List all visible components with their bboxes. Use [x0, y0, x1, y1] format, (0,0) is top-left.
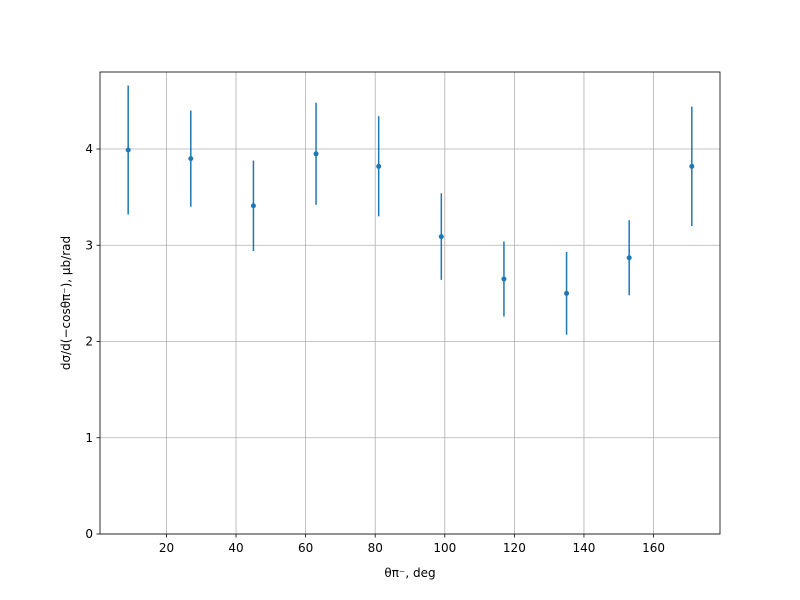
x-tick-label: 100 [433, 541, 456, 555]
x-tick-label: 120 [503, 541, 526, 555]
data-point [188, 156, 194, 162]
x-axis-label: θπ⁻, deg [384, 566, 435, 580]
plot-frame [99, 71, 721, 535]
y-tick-label: 2 [85, 335, 93, 349]
x-tick-label: 20 [159, 541, 174, 555]
y-tick-label: 3 [85, 238, 93, 252]
data-point [250, 203, 256, 209]
x-tick-label: 60 [298, 541, 313, 555]
data-point [376, 163, 382, 169]
y-axis-label: dσ/d(−cosθπ⁻), μb/rad [59, 236, 73, 370]
y-tick-label: 1 [85, 431, 93, 445]
data-point [313, 151, 319, 157]
y-tick-label: 4 [85, 142, 93, 156]
data-point [438, 234, 444, 240]
data-point [564, 290, 570, 296]
data-point [626, 255, 632, 261]
data-point [689, 163, 695, 169]
x-tick-label: 40 [228, 541, 243, 555]
data-point [501, 276, 507, 282]
x-tick-label: 160 [642, 541, 665, 555]
y-tick-label: 0 [85, 527, 93, 541]
x-tick-label: 140 [573, 541, 596, 555]
x-tick-label: 80 [368, 541, 383, 555]
data-point [125, 147, 131, 153]
